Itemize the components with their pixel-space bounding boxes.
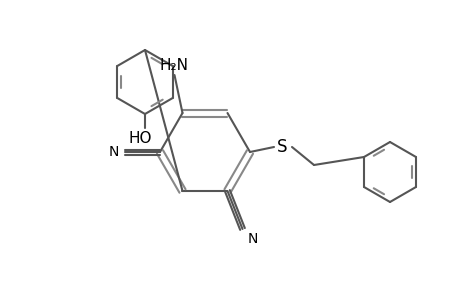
Text: N: N	[108, 145, 119, 159]
Text: H₂N: H₂N	[160, 58, 189, 73]
Text: N: N	[247, 232, 257, 246]
Text: HO: HO	[128, 130, 151, 146]
Text: S: S	[276, 138, 286, 156]
